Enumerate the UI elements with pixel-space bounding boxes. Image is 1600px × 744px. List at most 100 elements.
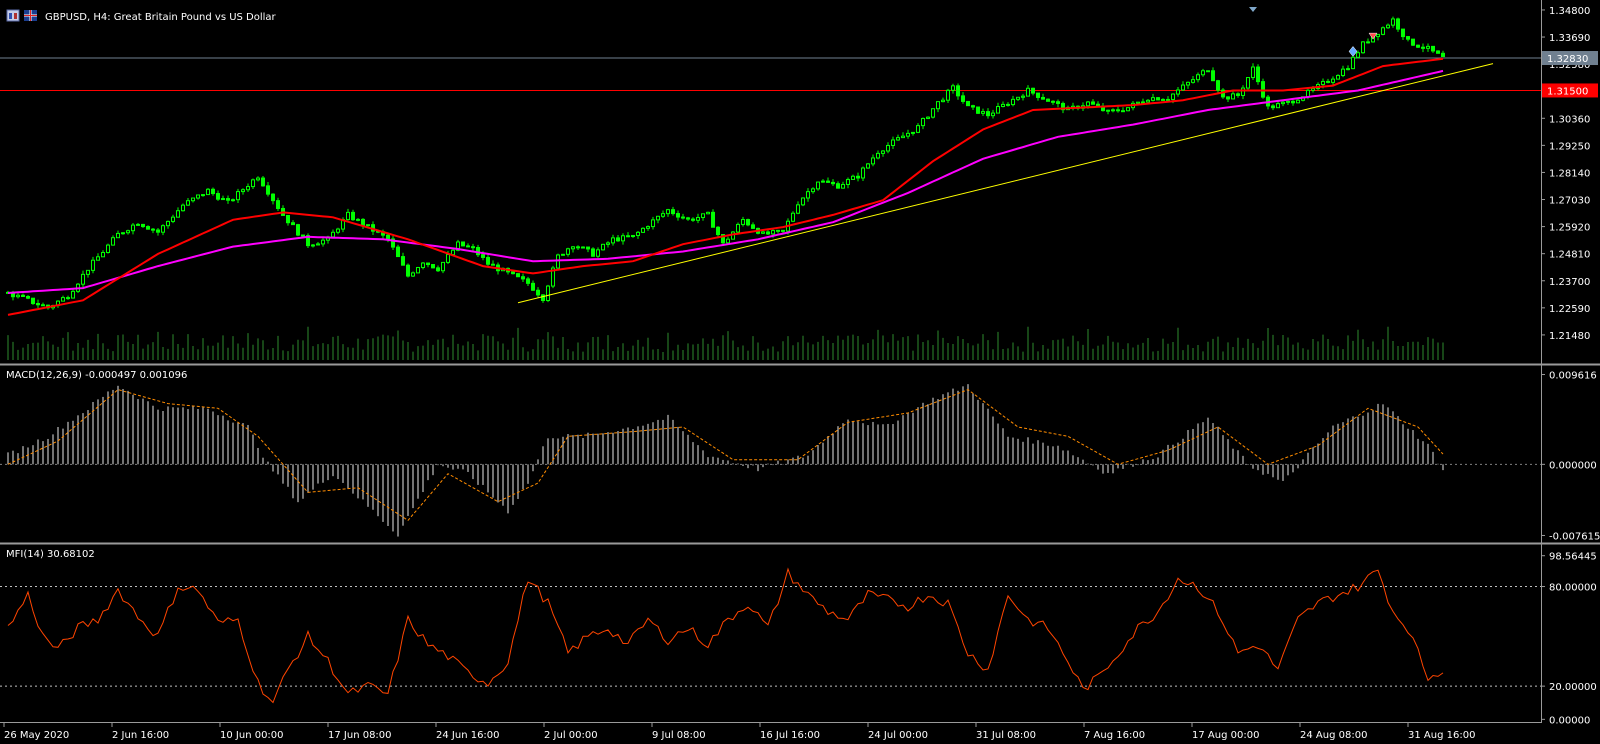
candle[interactable] [406, 263, 410, 278]
candle[interactable] [66, 295, 70, 300]
candle[interactable] [196, 194, 200, 200]
candle[interactable] [811, 187, 815, 194]
candle[interactable] [1206, 70, 1210, 73]
candle[interactable] [576, 245, 580, 250]
candle[interactable] [241, 188, 245, 195]
candle[interactable] [751, 222, 755, 229]
candle[interactable] [921, 117, 925, 130]
candle[interactable] [841, 181, 845, 189]
candle[interactable] [561, 253, 565, 256]
candle[interactable] [146, 225, 150, 230]
candle[interactable] [936, 101, 940, 113]
candle[interactable] [411, 271, 415, 278]
candle[interactable] [1396, 17, 1400, 32]
candle[interactable] [661, 210, 665, 218]
candle[interactable] [1331, 76, 1335, 86]
candle[interactable] [31, 297, 35, 305]
candle[interactable] [1011, 95, 1015, 107]
candle[interactable] [601, 243, 605, 251]
candle[interactable] [246, 183, 250, 192]
candle[interactable] [676, 210, 680, 221]
candle[interactable] [176, 207, 180, 218]
candle[interactable] [991, 109, 995, 119]
candle[interactable] [831, 179, 835, 187]
candle[interactable] [1251, 63, 1255, 80]
candle[interactable] [641, 227, 645, 233]
candle[interactable] [736, 222, 740, 233]
sell-arrow-icon[interactable] [1368, 32, 1378, 40]
candle[interactable] [1021, 93, 1025, 101]
candle[interactable] [366, 224, 370, 227]
candle[interactable] [1126, 107, 1130, 112]
macd-pane[interactable] [0, 384, 1541, 537]
candle[interactable] [491, 260, 495, 266]
candle[interactable] [351, 209, 355, 221]
candle[interactable] [181, 203, 185, 212]
candle[interactable] [1376, 33, 1380, 41]
candle[interactable] [426, 262, 430, 268]
candle[interactable] [1241, 85, 1245, 100]
candle[interactable] [816, 181, 820, 191]
candle[interactable] [536, 287, 540, 298]
candle[interactable] [621, 233, 625, 245]
candle[interactable] [21, 293, 25, 297]
candle[interactable] [686, 216, 690, 221]
moving-average-fast[interactable] [7, 57, 1444, 316]
candle[interactable] [836, 181, 840, 189]
candle[interactable] [131, 223, 135, 235]
candle[interactable] [636, 231, 640, 239]
candle[interactable] [141, 223, 145, 228]
bid-price-tag[interactable] [1542, 51, 1598, 66]
macd-signal-line[interactable] [7, 389, 1444, 522]
candle[interactable] [61, 295, 65, 302]
candle[interactable] [1041, 93, 1045, 100]
candle[interactable] [1236, 92, 1240, 98]
candle[interactable] [986, 108, 990, 119]
candle[interactable] [511, 271, 515, 275]
candle[interactable] [161, 224, 165, 236]
candle[interactable] [1186, 81, 1190, 89]
candle[interactable] [571, 245, 575, 253]
candle[interactable] [1181, 81, 1185, 91]
candle[interactable] [966, 100, 970, 107]
candle[interactable] [746, 218, 750, 227]
candle[interactable] [1351, 54, 1355, 70]
candle[interactable] [1111, 108, 1115, 113]
candle[interactable] [1381, 26, 1385, 36]
candle[interactable] [861, 166, 865, 182]
candle[interactable] [881, 149, 885, 157]
mfi-line[interactable] [7, 567, 1444, 704]
candle[interactable] [201, 194, 205, 197]
candle[interactable] [1226, 96, 1230, 103]
candle[interactable] [136, 223, 140, 226]
candle[interactable] [1421, 43, 1425, 53]
candle[interactable] [1016, 96, 1020, 101]
candle[interactable] [916, 123, 920, 134]
candle[interactable] [1001, 101, 1005, 108]
candle[interactable] [586, 246, 590, 253]
candle[interactable] [1256, 64, 1260, 85]
candle[interactable] [1116, 106, 1120, 113]
candle[interactable] [1271, 104, 1275, 111]
candle[interactable] [926, 116, 930, 120]
candle[interactable] [461, 241, 465, 247]
candle[interactable] [416, 266, 420, 274]
candle[interactable] [1431, 45, 1435, 53]
candle[interactable] [596, 247, 600, 258]
candle[interactable] [1361, 41, 1365, 54]
candle[interactable] [581, 246, 585, 249]
candle[interactable] [1006, 102, 1010, 107]
candle[interactable] [356, 218, 360, 222]
candle[interactable] [316, 241, 320, 246]
candle[interactable] [91, 256, 95, 274]
candle[interactable] [116, 230, 120, 239]
candle[interactable] [996, 102, 1000, 114]
candle[interactable] [166, 220, 170, 229]
trendline[interactable] [517, 63, 1494, 304]
candle[interactable] [216, 190, 220, 201]
candle[interactable] [631, 234, 635, 238]
candle[interactable] [291, 220, 295, 226]
candle[interactable] [236, 188, 240, 204]
candle[interactable] [516, 273, 520, 278]
mfi-pane[interactable] [0, 567, 1541, 704]
